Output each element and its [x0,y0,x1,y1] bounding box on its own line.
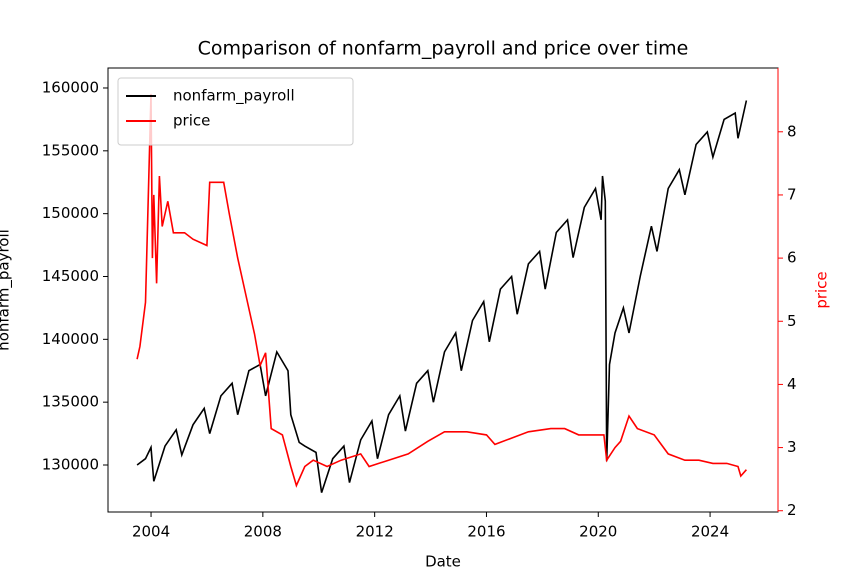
legend-label: price [173,112,210,130]
x-tick-label: 2012 [356,523,394,541]
y2-tick-label: 2 [787,501,797,519]
x-tick-label: 2004 [132,523,170,541]
legend-box [117,77,354,146]
y2-tick-label: 5 [787,312,797,330]
y-tick-label: 145000 [42,267,99,285]
x-axis-label: Date [425,553,461,571]
y-axis-label: nonfarm_payroll [0,229,14,351]
x-tick-label: 2020 [579,523,617,541]
y2-tick-label: 4 [787,375,797,393]
y2-tick-label: 7 [787,185,797,203]
legend-label: nonfarm_payroll [173,87,295,106]
y-tick-label: 160000 [42,78,99,96]
y2-tick-label: 6 [787,249,797,267]
series-line [136,93,747,488]
y2-tick-label: 3 [787,438,797,456]
x-tick-label: 2024 [691,523,729,541]
y2-axis-label: price [813,271,831,308]
y-tick-label: 155000 [42,141,99,159]
y2-tick-label: 8 [787,122,797,140]
chart-title: Comparison of nonfarm_payroll and price … [198,38,689,60]
y-tick-label: 135000 [42,393,99,411]
series-line [136,100,748,493]
y-tick-label: 130000 [42,455,99,473]
y-tick-label: 140000 [42,330,99,348]
x-tick-label: 2016 [467,523,505,541]
x-tick-label: 2008 [244,523,282,541]
y-tick-label: 150000 [42,204,99,222]
